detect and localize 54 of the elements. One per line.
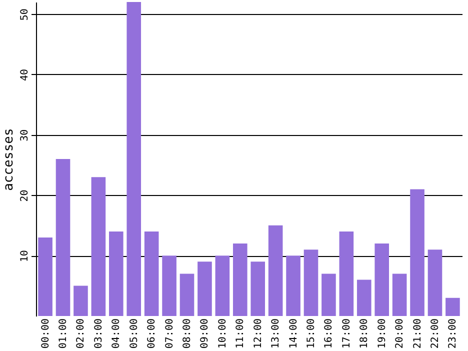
- x-tick-label: 15:00: [306, 318, 317, 349]
- x-tick-label: 22:00: [430, 318, 441, 349]
- x-tick-label: 16:00: [324, 318, 335, 349]
- bar: [304, 250, 318, 316]
- bar: [410, 189, 424, 316]
- bar: [74, 286, 88, 316]
- bar: [428, 250, 442, 316]
- bar: [250, 262, 266, 316]
- x-tick-label: 23:00: [448, 318, 459, 349]
- bar: [215, 256, 230, 316]
- bar: [356, 280, 372, 316]
- x-tick-label: 02:00: [76, 318, 87, 349]
- x-tick-label: 13:00: [270, 318, 282, 349]
- bar: [392, 274, 407, 316]
- x-tick-label: 00:00: [40, 318, 52, 349]
- x-tick-label: 14:00: [288, 318, 300, 349]
- bar: [56, 159, 70, 316]
- bar: [162, 256, 176, 316]
- y-tick-label: 40: [20, 68, 30, 81]
- bar: [446, 298, 460, 316]
- y-tick-label: 10: [20, 250, 30, 262]
- bar: [126, 2, 142, 316]
- x-tick-label: 07:00: [164, 318, 176, 349]
- bar: [374, 244, 389, 316]
- bar: [109, 231, 124, 316]
- bar: [339, 231, 354, 316]
- x-tick-label: 12:00: [252, 318, 264, 349]
- bar: [268, 225, 283, 316]
- y-axis-title: accesses: [2, 128, 16, 191]
- x-tick-label: 04:00: [111, 318, 122, 349]
- bar: [38, 238, 52, 316]
- bar: [180, 274, 194, 316]
- bar: [232, 244, 248, 316]
- y-tick-label: 30: [20, 129, 30, 142]
- x-tick-label: 21:00: [412, 318, 424, 349]
- bar: [144, 231, 159, 316]
- x-tick-label: 01:00: [58, 318, 70, 349]
- x-tick-label: 08:00: [182, 318, 194, 349]
- bar: [322, 274, 336, 316]
- x-tick-label: 19:00: [376, 318, 388, 349]
- bar: [198, 262, 212, 316]
- y-tick-label: 50: [20, 8, 30, 21]
- y-tick-label: 20: [20, 190, 30, 202]
- x-tick-label: 18:00: [359, 318, 370, 349]
- bar: [286, 256, 300, 316]
- x-tick-label: 05:00: [128, 318, 140, 349]
- x-tick-label: 03:00: [93, 318, 104, 349]
- x-tick-label: 17:00: [341, 318, 352, 349]
- x-tick-label: 20:00: [394, 318, 406, 349]
- x-tick-label: 10:00: [217, 318, 228, 349]
- x-tick-label: 11:00: [235, 318, 246, 349]
- bar: [91, 177, 106, 316]
- x-tick-label: 06:00: [146, 318, 158, 349]
- x-tick-label: 09:00: [200, 318, 211, 349]
